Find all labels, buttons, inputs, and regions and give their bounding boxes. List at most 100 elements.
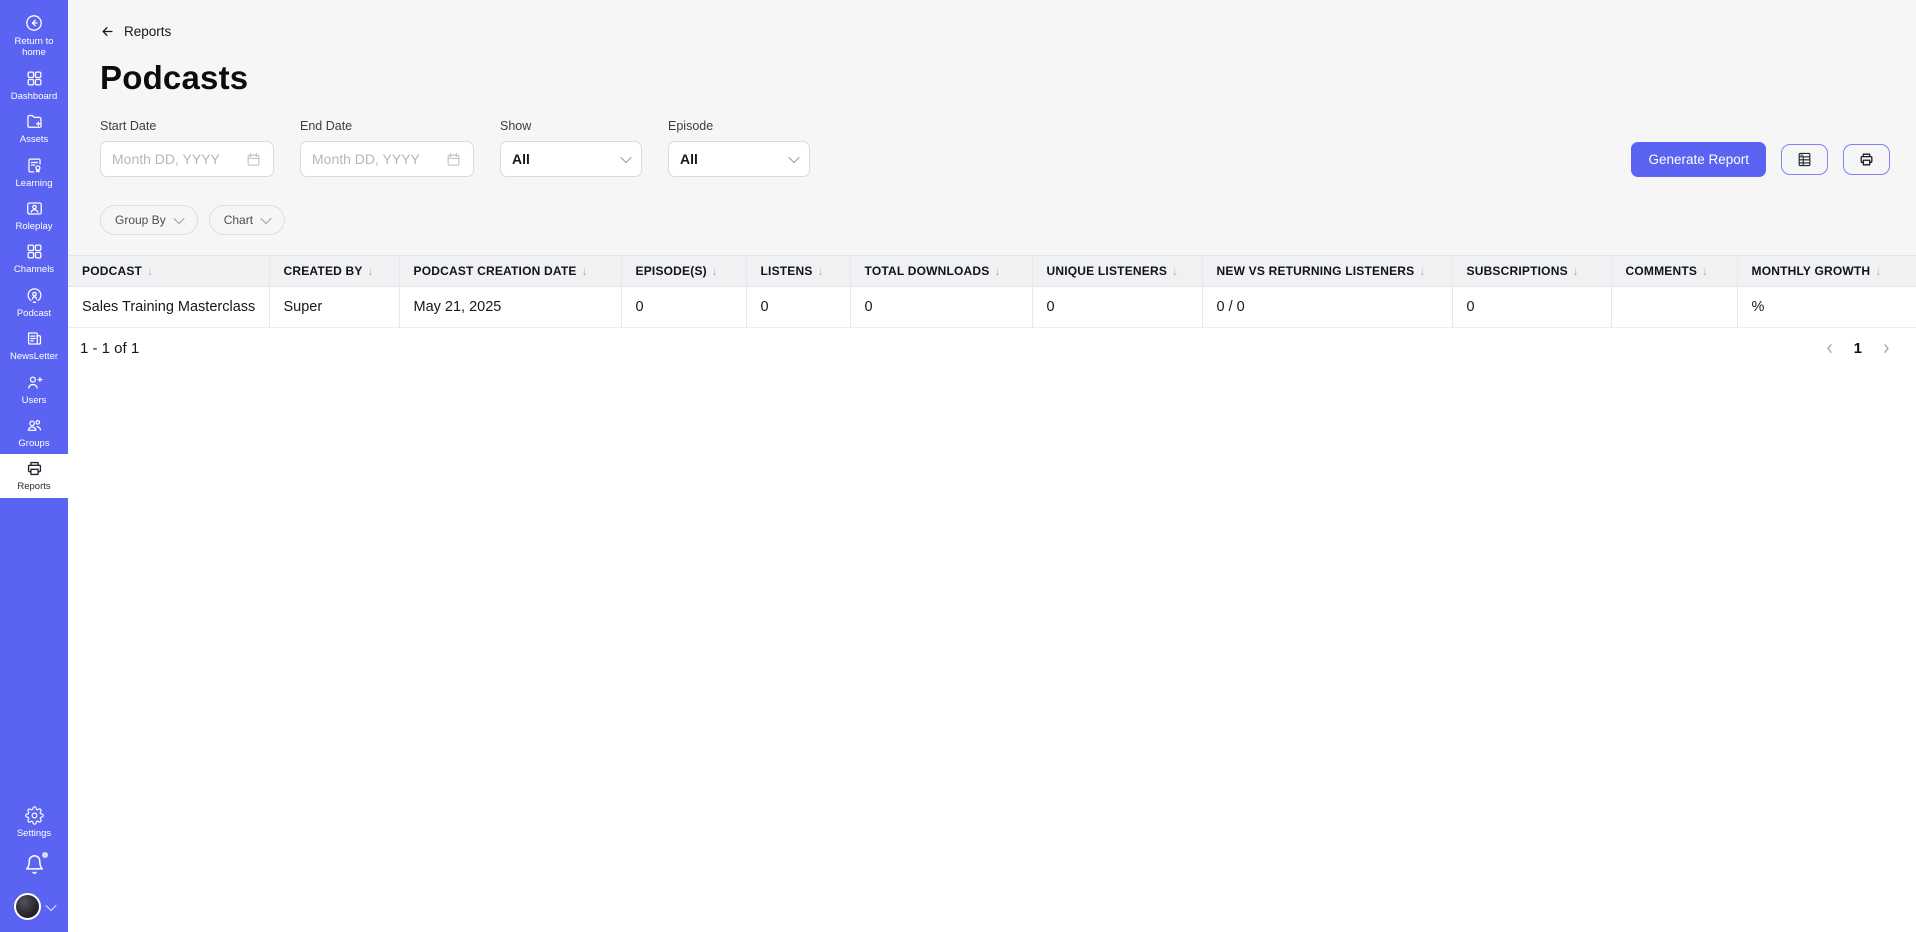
sort-icon[interactable]: ↓ (581, 266, 588, 278)
avatar (13, 893, 41, 920)
sort-icon[interactable]: ↓ (1875, 266, 1882, 278)
previous-page-icon[interactable] (1822, 341, 1837, 356)
column-header-subscriptions[interactable]: SUBSCRIPTIONS ↓ (1451, 255, 1611, 287)
sort-icon[interactable]: ↓ (1172, 266, 1178, 278)
column-header-unique-listeners[interactable]: UNIQUE LISTENERS ↓ (1031, 255, 1202, 287)
column-header-created-by[interactable]: CREATED BY ↓ (268, 255, 399, 287)
sidebar-spacer (0, 498, 68, 801)
podcast-icon (25, 286, 44, 305)
cell-subscriptions: 0 (1451, 286, 1611, 328)
sort-icon[interactable]: ↓ (1702, 266, 1709, 278)
sort-icon[interactable]: ↓ (711, 266, 718, 278)
sidebar-item-label: Roleplay (15, 220, 53, 232)
column-header-creation-date[interactable]: PODCAST CREATION DATE ↓ (398, 255, 621, 287)
profile-menu[interactable] (0, 889, 68, 932)
calendar-icon (445, 151, 462, 168)
grid-icon (25, 242, 44, 261)
next-page-icon[interactable] (1879, 341, 1894, 356)
sidebar-item-label: Return to home (14, 36, 54, 59)
column-header-comments[interactable]: COMMENTS ↓ (1610, 255, 1737, 287)
breadcrumb[interactable]: Reports (100, 24, 171, 39)
spreadsheet-icon (1796, 151, 1813, 168)
sidebar-item-users[interactable]: Users (0, 368, 68, 411)
cell-listens: 0 (745, 286, 850, 328)
filter-episode: Episode All (668, 119, 810, 177)
start-date-input[interactable] (100, 141, 274, 177)
person-card-icon (25, 199, 44, 218)
column-header-monthly-growth[interactable]: MONTHLY GROWTH ↓ (1736, 255, 1916, 287)
column-header-total-downloads[interactable]: TOTAL DOWNLOADS ↓ (849, 255, 1032, 287)
chevron-down-icon (173, 212, 185, 225)
filter-end-date: End Date (300, 119, 474, 177)
sort-icon[interactable]: ↓ (1419, 266, 1426, 278)
episode-select[interactable]: All (668, 141, 810, 177)
cell-total-downloads: 0 (849, 286, 1032, 328)
sidebar-item-label: Channels (13, 264, 55, 276)
generate-report-button[interactable]: Generate Report (1631, 142, 1766, 177)
sidebar-item-return-home[interactable]: Return to home (0, 8, 68, 64)
sidebar-item-label: Assets (19, 134, 49, 146)
chart-label: Chart (223, 213, 254, 227)
end-date-input[interactable] (300, 141, 474, 177)
printer-icon (1858, 151, 1875, 168)
user-plus-icon (25, 373, 44, 392)
show-label: Show (500, 119, 532, 133)
sort-icon[interactable]: ↓ (367, 266, 374, 278)
cell-comments (1610, 286, 1737, 328)
column-header-podcast[interactable]: PODCAST ↓ (68, 255, 269, 287)
sidebar-item-label: Settings (16, 827, 52, 839)
cell-creation-date: May 21, 2025 (398, 286, 621, 328)
sort-icon[interactable]: ↓ (1572, 266, 1579, 278)
end-date-field[interactable] (312, 151, 430, 167)
chevron-down-icon (260, 212, 272, 225)
table-footer: 1 - 1 of 1 1 (68, 328, 1916, 369)
chevron-down-icon (44, 899, 57, 911)
page-title: Podcasts (100, 59, 249, 96)
sidebar-item-roleplay[interactable]: Roleplay (0, 194, 68, 237)
print-button[interactable] (1843, 144, 1890, 175)
report-actions: Generate Report (1631, 142, 1890, 177)
show-select-value: All (512, 151, 530, 167)
sort-icon[interactable]: ↓ (147, 266, 154, 278)
sidebar-item-dashboard[interactable]: Dashboard (0, 64, 68, 107)
column-header-episodes[interactable]: EPISODE(S) ↓ (620, 255, 746, 287)
cell-podcast: Sales Training Masterclass (68, 286, 269, 328)
column-header-listens[interactable]: LISTENS ↓ (745, 255, 850, 287)
sidebar-item-label: Users (21, 394, 47, 406)
group-by-dropdown[interactable]: Group By (100, 205, 198, 235)
sidebar-item-assets[interactable]: Assets (0, 107, 68, 150)
column-header-new-vs-returning[interactable]: NEW VS RETURNING LISTENERS ↓ (1201, 255, 1452, 287)
users-icon (25, 416, 44, 435)
chevron-down-icon (620, 151, 632, 164)
chevron-down-icon (788, 151, 800, 164)
sidebar: Return to home Dashboard Assets Learning… (0, 0, 68, 932)
sidebar-item-channels[interactable]: Channels (0, 237, 68, 280)
sidebar-item-reports[interactable]: Reports (0, 454, 68, 498)
sidebar-item-podcast[interactable]: Podcast (0, 281, 68, 324)
page-number[interactable]: 1 (1853, 340, 1862, 357)
sort-icon[interactable]: ↓ (817, 266, 824, 278)
sidebar-item-label: Reports (17, 481, 51, 493)
printer-icon (25, 459, 44, 478)
folder-plus-icon (25, 112, 44, 131)
filters-row: Start Date End Date Show (100, 119, 1890, 177)
chart-dropdown[interactable]: Chart (208, 205, 286, 235)
page-header: Reports Podcasts Start Date End Date (68, 0, 1916, 255)
notifications-button[interactable] (0, 844, 68, 889)
sidebar-item-newsletter[interactable]: NewsLetter (0, 324, 68, 367)
sidebar-item-learning[interactable]: Learning (0, 151, 68, 194)
arrow-left-circle-icon (24, 13, 44, 33)
sidebar-item-settings[interactable]: Settings (0, 801, 68, 844)
table-row[interactable]: Sales Training Masterclass Super May 21,… (68, 286, 1916, 328)
sort-icon[interactable]: ↓ (994, 266, 1001, 278)
start-date-field[interactable] (112, 151, 230, 167)
group-by-label: Group By (115, 213, 166, 227)
show-select[interactable]: All (500, 141, 642, 177)
main-content: Reports Podcasts Start Date End Date (68, 0, 1916, 932)
table-header: PODCAST ↓ CREATED BY ↓ PODCAST CREATION DA… (68, 255, 1916, 287)
export-spreadsheet-button[interactable] (1781, 144, 1828, 175)
newspaper-icon (25, 329, 44, 348)
episode-select-value: All (680, 151, 698, 167)
sidebar-item-groups[interactable]: Groups (0, 411, 68, 454)
calendar-icon (245, 151, 262, 168)
